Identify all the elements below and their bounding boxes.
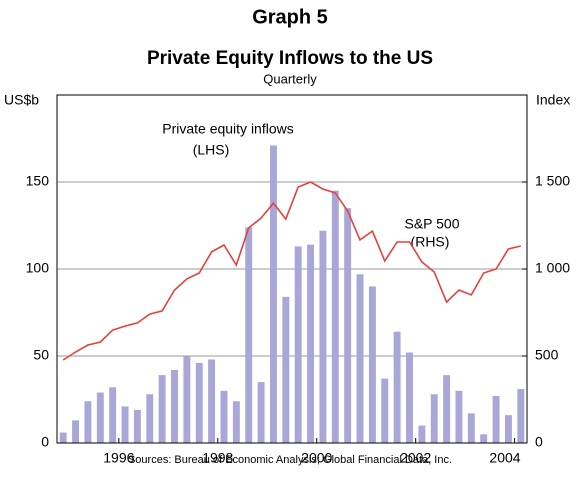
bar xyxy=(504,415,512,443)
y-tick-label: 50 xyxy=(33,347,49,363)
bar xyxy=(294,246,302,443)
bar xyxy=(356,274,364,443)
bar xyxy=(480,434,488,443)
bar xyxy=(208,359,216,443)
bar xyxy=(195,362,203,443)
bar xyxy=(146,394,154,443)
annotation: Private equity inflows xyxy=(162,121,294,137)
annotation: (LHS) xyxy=(193,142,230,158)
chart-title: Graph 5 xyxy=(252,6,328,28)
bar xyxy=(319,230,327,443)
bar xyxy=(406,352,413,443)
bar xyxy=(257,382,265,443)
bar xyxy=(220,390,228,443)
bar xyxy=(331,190,339,443)
bar xyxy=(269,145,277,443)
y-tick-label: 150 xyxy=(26,173,50,189)
bar xyxy=(158,375,166,443)
bar xyxy=(492,396,500,443)
y2-tick-label: 1 500 xyxy=(535,173,570,189)
annotation: S&P 500 xyxy=(404,216,459,232)
bar xyxy=(84,401,92,443)
y-tick-label: 100 xyxy=(26,260,50,276)
bar xyxy=(393,331,401,443)
x-tick-label: 2004 xyxy=(489,450,520,466)
x-tick-label: 2002 xyxy=(400,450,431,466)
bar xyxy=(282,296,290,443)
bar xyxy=(121,406,129,443)
bar xyxy=(517,389,525,443)
bar xyxy=(418,425,426,443)
bar xyxy=(133,409,141,443)
bar xyxy=(245,227,253,443)
bar xyxy=(430,394,438,443)
bar xyxy=(109,387,117,443)
bar xyxy=(443,375,451,443)
bar xyxy=(455,390,463,443)
x-tick-label: 1996 xyxy=(103,450,134,466)
y2-axis-label: Index xyxy=(536,92,570,108)
source-note: Sources: Bureau of Economic Analysis; Gl… xyxy=(128,454,452,466)
line xyxy=(62,181,521,361)
annotation: (RHS) xyxy=(411,234,450,250)
bar xyxy=(232,401,240,443)
chart-subtitle: Private Equity Inflows to the US xyxy=(147,48,433,69)
y-tick-label: 0 xyxy=(41,434,49,450)
x-tick-label: 1998 xyxy=(202,450,233,466)
bar xyxy=(96,392,104,443)
y2-tick-label: 1 000 xyxy=(535,260,570,276)
bar xyxy=(72,420,80,443)
plot-frame xyxy=(56,94,528,444)
bar xyxy=(183,356,191,443)
bar xyxy=(467,413,475,443)
x-tick-label: 2000 xyxy=(301,450,332,466)
bar xyxy=(344,208,352,443)
bar xyxy=(368,286,376,443)
bar xyxy=(307,244,315,443)
frequency-label: Quarterly xyxy=(263,71,317,86)
bar xyxy=(171,369,178,443)
bar xyxy=(381,378,389,443)
y2-tick-label: 500 xyxy=(535,347,559,363)
bar xyxy=(59,432,67,443)
y2-tick-label: 0 xyxy=(535,434,543,450)
y-axis-label: US$b xyxy=(4,92,39,108)
